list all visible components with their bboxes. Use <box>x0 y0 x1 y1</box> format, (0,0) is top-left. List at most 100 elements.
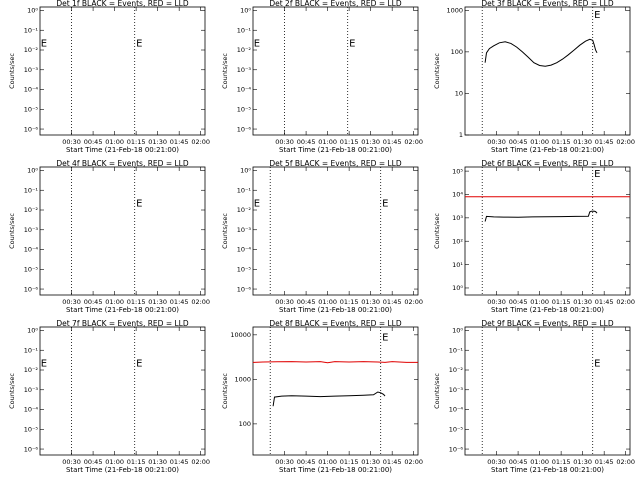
x-tick-label: 01:45 <box>383 458 402 466</box>
panel-title: Det 6f BLACK = Events, RED = LLD <box>481 159 614 168</box>
panel-det-6: Det 6f BLACK = Events, RED = LLD 10⁵ 10⁴ 10… <box>433 159 635 314</box>
x-tick-label: 01:45 <box>383 138 402 146</box>
x-tick-label: 01:45 <box>383 298 402 306</box>
x-axis-label: Start Time (21-Feb-18 00:21:00) <box>279 466 392 474</box>
annotation-marker: E <box>382 199 388 210</box>
x-tick-label: 00:45 <box>297 458 316 466</box>
y-axis-label: Counts/sec <box>433 53 441 89</box>
x-tick-label: 01:45 <box>170 458 189 466</box>
x-tick-label: 01:00 <box>530 458 549 466</box>
x-axis-label: Start Time (21-Feb-18 00:21:00) <box>66 146 179 154</box>
x-tick-label: 01:15 <box>340 138 359 146</box>
y-tick-label: 10⁰ <box>27 167 38 175</box>
x-tick-label: 01:45 <box>595 298 614 306</box>
x-axis-label: Start Time (21-Feb-18 00:21:00) <box>491 146 604 154</box>
panel-det-4: Det 4f BLACK = Events, RED = LLD 10⁰ 10⁻¹ 1… <box>8 159 210 314</box>
x-tick-label: 01:00 <box>318 298 337 306</box>
x-tick-label: 01:00 <box>530 298 549 306</box>
x-tick-label: 00:45 <box>509 298 528 306</box>
y-tick-label: 10⁻⁴ <box>24 86 39 94</box>
annotation-marker: E <box>594 10 600 21</box>
plot-frame <box>39 166 206 296</box>
panel-det-7: Det 7f BLACK = Events, RED = LLD 10⁰ 10⁻¹ 1… <box>8 319 210 474</box>
annotation-marker: E <box>41 39 47 50</box>
x-tick-label: 01:30 <box>148 138 167 146</box>
x-tick-label: 01:30 <box>573 298 592 306</box>
x-tick-label: 00:45 <box>297 138 316 146</box>
y-tick-label: 10⁰ <box>452 284 463 292</box>
y-axis-label: Counts/sec <box>8 373 16 409</box>
y-tick-label: 1000 <box>234 376 251 384</box>
y-tick-label: 10⁵ <box>452 167 463 175</box>
x-tick-label: 00:30 <box>62 298 81 306</box>
x-tick-label: 00:30 <box>487 458 506 466</box>
x-axis-label: Start Time (21-Feb-18 00:21:00) <box>66 466 179 474</box>
plot-frame <box>39 326 206 456</box>
x-tick-label: 00:45 <box>509 138 528 146</box>
panel-det-8: Det 8f BLACK = Events, RED = LLD 10000 100… <box>221 319 423 474</box>
annotation-marker: E <box>136 39 142 50</box>
y-tick-label: 10⁻¹ <box>24 186 39 194</box>
x-tick-label: 00:30 <box>487 138 506 146</box>
plot-frame <box>252 326 419 456</box>
y-axis-label: Counts/sec <box>8 213 16 249</box>
panel-title: Det 3f BLACK = Events, RED = LLD <box>481 0 614 8</box>
panel-title: Det 2f BLACK = Events, RED = LLD <box>269 0 402 8</box>
y-tick-label: 10⁻² <box>24 46 39 54</box>
x-tick-label: 02:00 <box>616 458 635 466</box>
y-tick-label: 10⁻¹ <box>24 26 39 34</box>
y-tick-label: 10⁰ <box>27 327 38 335</box>
plot-frame <box>252 166 419 296</box>
y-tick-label: 10⁻⁶ <box>24 285 39 293</box>
events-series-line <box>484 210 598 222</box>
x-tick-label: 01:15 <box>127 458 146 466</box>
y-tick-label: 10⁻³ <box>24 226 39 234</box>
panel-title: Det 8f BLACK = Events, RED = LLD <box>269 319 402 328</box>
x-axis-label: Start Time (21-Feb-18 00:21:00) <box>279 146 392 154</box>
y-tick-label: 10⁻⁶ <box>24 125 39 133</box>
x-tick-label: 02:00 <box>191 298 210 306</box>
annotation-marker: E <box>349 39 355 50</box>
y-axis-label: Counts/sec <box>433 373 441 409</box>
panel-det-1: Det 1f BLACK = Events, RED = LLD 10⁰ 10⁻¹ 1… <box>8 0 210 154</box>
x-tick-label: 02:00 <box>404 298 423 306</box>
y-tick-label: 10000 <box>230 331 251 339</box>
y-tick-label: 10⁻⁵ <box>237 105 252 113</box>
y-tick-label: 10² <box>452 237 463 245</box>
x-tick-label: 00:45 <box>509 458 528 466</box>
y-tick-label: 10 <box>455 90 463 98</box>
y-tick-label: 10⁻⁶ <box>449 445 464 453</box>
x-tick-label: 01:00 <box>318 138 337 146</box>
x-tick-label: 01:45 <box>595 138 614 146</box>
panel-det-9: Det 9f BLACK = Events, RED = LLD 10⁰ 10⁻¹ 1… <box>433 319 635 474</box>
y-tick-label: 10⁻² <box>237 46 252 54</box>
x-tick-label: 01:45 <box>170 298 189 306</box>
y-tick-label: 10⁻³ <box>24 66 39 74</box>
x-tick-label: 01:00 <box>530 138 549 146</box>
x-tick-label: 01:15 <box>552 458 571 466</box>
x-tick-label: 01:30 <box>361 458 380 466</box>
y-tick-label: 10⁻¹ <box>449 346 464 354</box>
x-tick-label: 02:00 <box>404 458 423 466</box>
y-tick-label: 1000 <box>446 6 463 14</box>
panel-title: Det 4f BLACK = Events, RED = LLD <box>56 159 189 168</box>
x-axis-label: Start Time (21-Feb-18 00:21:00) <box>66 306 179 314</box>
panel-det-3: Det 3f BLACK = Events, RED = LLD 1000 10 01… <box>433 0 635 154</box>
x-axis-label: Start Time (21-Feb-18 00:21:00) <box>491 306 604 314</box>
y-tick-label: 10⁻¹ <box>24 346 39 354</box>
y-tick-label: 10⁰ <box>240 167 251 175</box>
x-tick-label: 01:30 <box>148 458 167 466</box>
annotation-marker: E <box>382 332 388 343</box>
y-tick-label: 10⁻³ <box>449 386 464 394</box>
y-tick-label: 10⁻¹ <box>237 186 252 194</box>
y-tick-label: 10⁻⁵ <box>24 105 39 113</box>
x-tick-label: 01:15 <box>340 458 359 466</box>
x-tick-label: 02:00 <box>616 298 635 306</box>
y-tick-label: 10⁻⁴ <box>24 246 39 254</box>
x-tick-label: 00:30 <box>487 298 506 306</box>
x-tick-label: 01:00 <box>105 458 124 466</box>
panel-title: Det 9f BLACK = Events, RED = LLD <box>481 319 614 328</box>
plot-frame <box>464 326 631 456</box>
y-tick-label: 10⁻³ <box>237 226 252 234</box>
y-tick-label: 10⁻⁶ <box>24 445 39 453</box>
